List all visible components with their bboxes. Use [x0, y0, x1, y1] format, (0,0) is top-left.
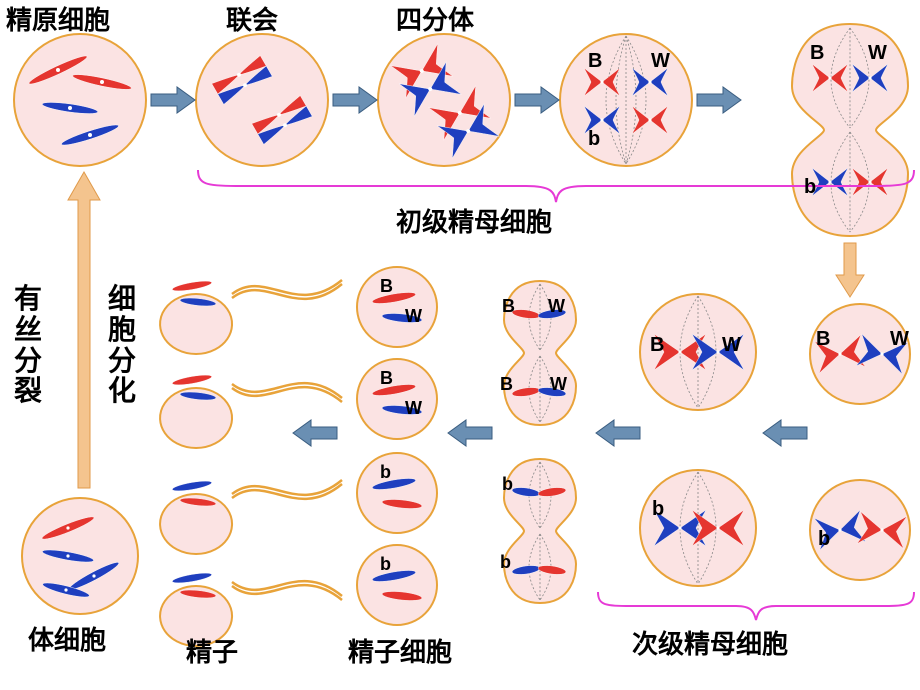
allele-b-an1: b — [804, 176, 816, 199]
label-synapsis: 联会 — [226, 0, 278, 37]
arrow-r1-1 — [151, 87, 195, 113]
allele-B-sec-top: B — [816, 328, 830, 351]
allele-b-an2-bot1: b — [502, 474, 513, 495]
cell-sperm-a — [156, 258, 346, 330]
cell-tetrad — [374, 30, 514, 170]
allele-B-sptd-a: B — [380, 276, 393, 297]
allele-B-an1: B — [810, 42, 824, 65]
label-spermatogonium: 精原细胞 — [6, 0, 110, 37]
label-primary: 初级精母细胞 — [396, 202, 552, 239]
cell-spermatid-d — [354, 542, 440, 628]
allele-b-an2-bot2: b — [500, 552, 511, 573]
allele-W-sptd-a: W — [405, 306, 422, 327]
cell-spermatid-b — [354, 356, 440, 442]
label-somatic: 体细胞 — [28, 620, 106, 657]
cell-synapsis — [192, 30, 332, 170]
allele-B-m2-top: B — [650, 334, 664, 357]
cell-metaphase2-bot — [636, 466, 760, 590]
allele-B-m1: B — [588, 50, 602, 73]
cell-metaphase1 — [556, 30, 696, 170]
big-arrow-up — [68, 172, 100, 488]
arrow-r2-3 — [448, 420, 492, 446]
allele-b-m2-bot: b — [652, 498, 664, 521]
arrow-r1-2 — [333, 87, 377, 113]
arrow-r1-3 — [515, 87, 559, 113]
label-mitosis-vert: 有 丝 分 裂 — [14, 284, 42, 407]
arrow-r2-1 — [763, 420, 807, 446]
allele-b-sptd-c: b — [380, 462, 391, 483]
cell-spermatid-c — [354, 450, 440, 536]
cell-spermatogonium — [10, 30, 150, 170]
allele-W-an2-top2: W — [550, 374, 567, 395]
label-secondary: 次级精母细胞 — [632, 624, 788, 661]
label-diff-vert: 细 胞 分 化 — [108, 284, 136, 407]
allele-W-m2-top: W — [722, 334, 741, 357]
allele-W-m1: W — [651, 50, 670, 73]
cell-sperm-d — [156, 550, 346, 622]
allele-W-an1: W — [868, 42, 887, 65]
cell-sperm-b — [156, 352, 346, 424]
arrow-down-right — [836, 243, 864, 297]
cell-secondary-top — [806, 300, 914, 408]
allele-W-sec-top: W — [890, 328, 909, 351]
allele-b-sec-bot: b — [818, 528, 830, 551]
cell-sperm-c — [156, 458, 346, 530]
allele-B-sptd-b: B — [380, 368, 393, 389]
allele-b-sptd-d: b — [380, 554, 391, 575]
arrow-r1-4 — [697, 87, 741, 113]
cell-spermatid-a — [354, 264, 440, 350]
arrow-r2-2 — [596, 420, 640, 446]
allele-W-an2-top1: W — [548, 296, 565, 317]
cell-somatic — [18, 494, 142, 618]
brace-secondary — [596, 590, 916, 624]
label-spermatid: 精子细胞 — [348, 632, 452, 669]
allele-B-an2-top1: B — [502, 296, 515, 317]
allele-b-m1: b — [588, 128, 600, 151]
allele-B-an2-top2: B — [500, 374, 513, 395]
label-tetrad: 四分体 — [396, 0, 474, 37]
allele-W-sptd-b: W — [405, 398, 422, 419]
arrow-r2-4 — [293, 420, 337, 446]
label-sperm: 精子 — [186, 632, 238, 669]
